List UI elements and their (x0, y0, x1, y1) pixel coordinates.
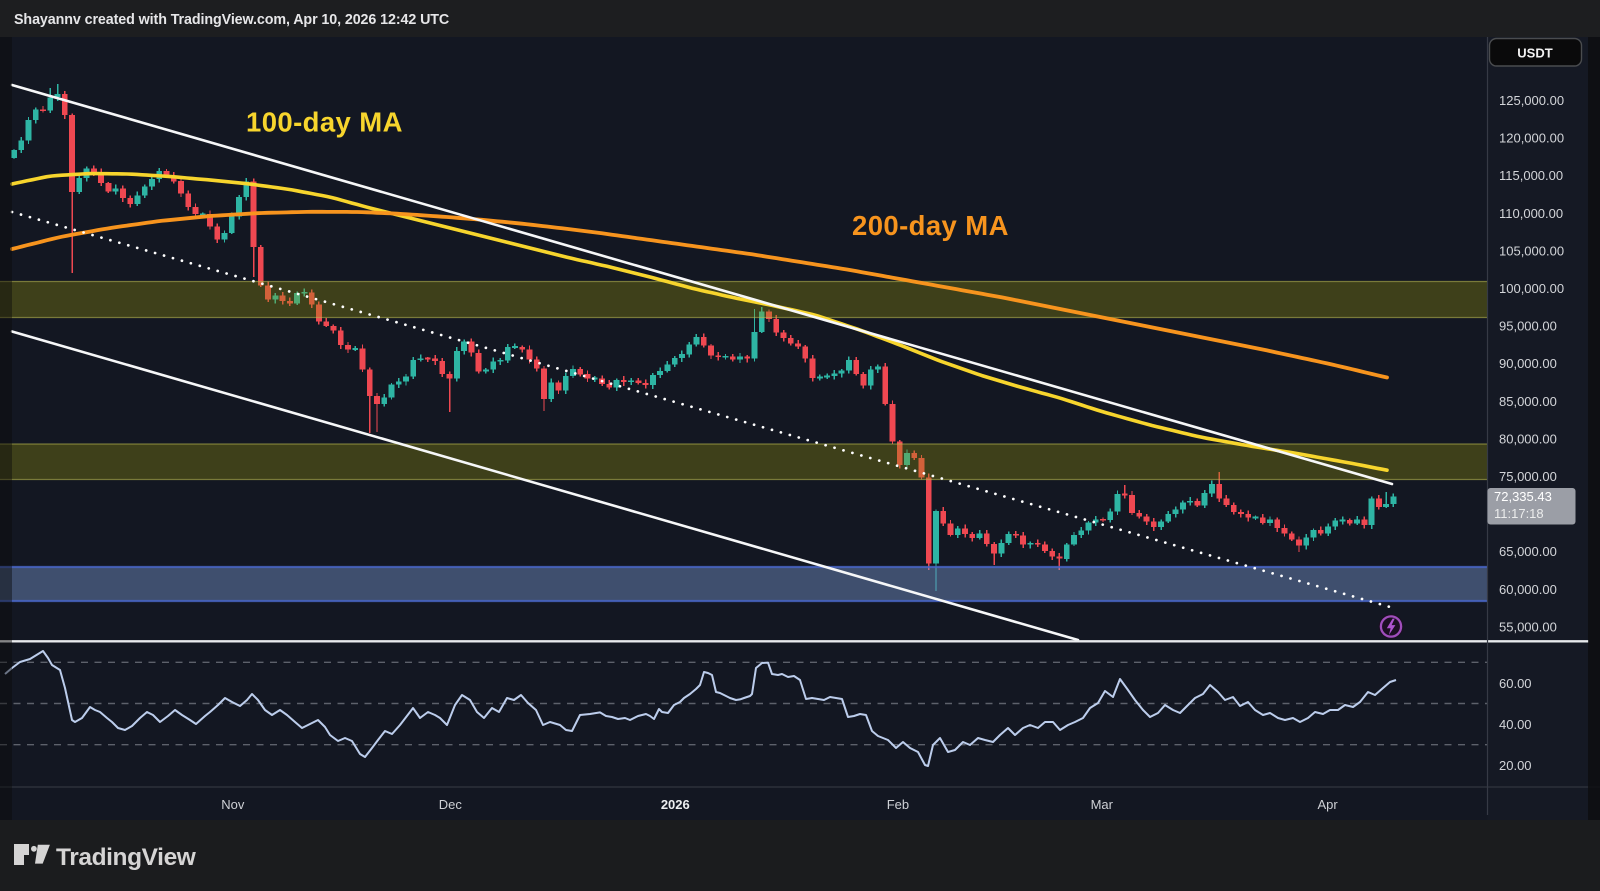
svg-text:Shayannv created with TradingV: Shayannv created with TradingView.com, A… (14, 12, 449, 28)
svg-text:Nov: Nov (221, 797, 245, 812)
svg-text:115,000.00: 115,000.00 (1499, 168, 1563, 183)
svg-text:75,000.00: 75,000.00 (1499, 469, 1557, 484)
svg-text:20.00: 20.00 (1499, 758, 1532, 773)
svg-text:105,000.00: 105,000.00 (1499, 243, 1564, 258)
svg-text:TradingView: TradingView (56, 844, 197, 871)
svg-text:125,000.00: 125,000.00 (1499, 93, 1564, 108)
svg-text:90,000.00: 90,000.00 (1499, 356, 1557, 371)
svg-text:Dec: Dec (439, 797, 463, 812)
svg-text:72,335.43: 72,335.43 (1494, 489, 1552, 504)
svg-text:60.00: 60.00 (1499, 676, 1532, 691)
svg-text:Mar: Mar (1091, 797, 1114, 812)
svg-text:65,000.00: 65,000.00 (1499, 544, 1557, 559)
svg-text:100-day MA: 100-day MA (246, 107, 403, 138)
svg-text:200-day MA: 200-day MA (852, 210, 1009, 241)
svg-text:40.00: 40.00 (1499, 717, 1532, 732)
svg-text:2026: 2026 (661, 797, 690, 812)
svg-text:110,000.00: 110,000.00 (1499, 206, 1563, 221)
svg-text:80,000.00: 80,000.00 (1499, 431, 1557, 446)
svg-text:Apr: Apr (1317, 797, 1338, 812)
svg-text:60,000.00: 60,000.00 (1499, 582, 1557, 597)
svg-text:Feb: Feb (887, 797, 909, 812)
svg-text:120,000.00: 120,000.00 (1499, 131, 1564, 146)
svg-text:55,000.00: 55,000.00 (1499, 619, 1557, 634)
svg-text:95,000.00: 95,000.00 (1499, 319, 1557, 334)
svg-text:USDT: USDT (1517, 46, 1552, 61)
svg-text:11:17:18: 11:17:18 (1494, 506, 1544, 521)
svg-text:100,000.00: 100,000.00 (1499, 281, 1564, 296)
svg-text:85,000.00: 85,000.00 (1499, 394, 1557, 409)
